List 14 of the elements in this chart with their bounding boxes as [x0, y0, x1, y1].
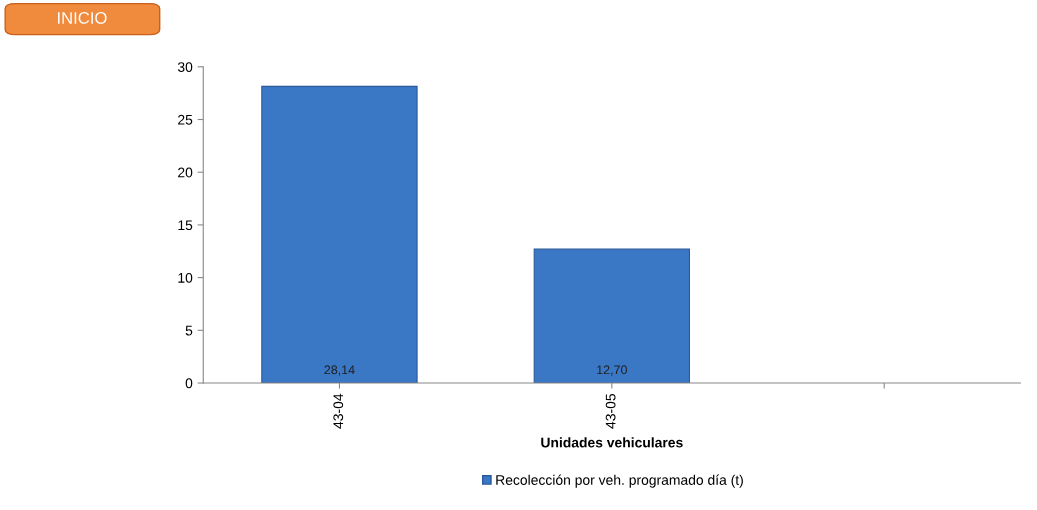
x-tick-label: 43-04 — [333, 393, 344, 429]
y-tick-label: 0 — [185, 378, 193, 389]
x-tick-label: 43-05 — [605, 394, 616, 429]
y-tick-label: 20 — [178, 167, 193, 178]
y-tick-label: 25 — [178, 114, 193, 125]
legend-label: Recolección por veh. programado día (t) — [496, 474, 743, 488]
y-tick-label: 5 — [185, 325, 193, 336]
data-label: 12,70 — [597, 365, 627, 376]
text: INICIO — [58, 12, 107, 24]
y-tick-label: 30 — [177, 62, 193, 72]
x-axis-title: Unidades vehiculares — [541, 437, 683, 448]
y-tick-label: 10 — [178, 272, 193, 283]
y-tick-label: 15 — [178, 220, 193, 231]
data-label: 28,14 — [324, 365, 355, 376]
